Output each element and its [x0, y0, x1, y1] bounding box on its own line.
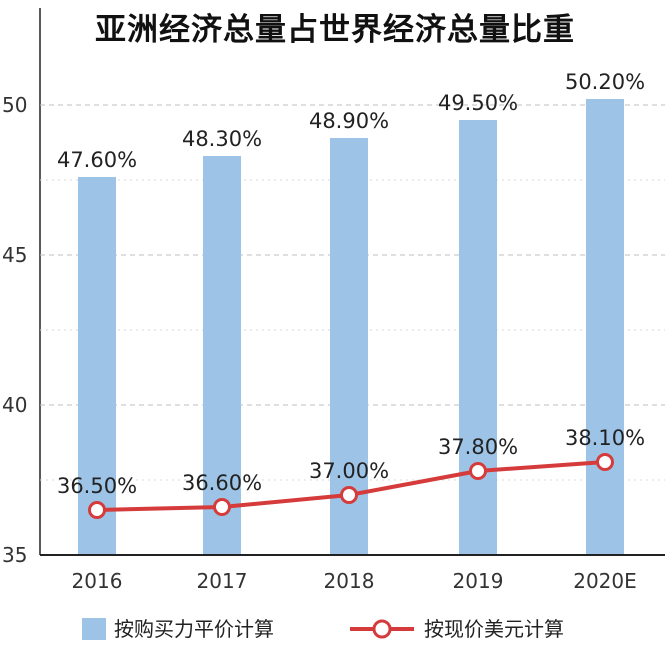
line-point: [596, 453, 614, 471]
bar: [459, 120, 497, 555]
x-tick-label: 2018: [324, 569, 375, 593]
x-tick-label: 2016: [72, 569, 123, 593]
legend-bar-swatch: [82, 618, 106, 640]
bar-value-label: 49.50%: [438, 91, 518, 115]
legend-bar-label: 按购买力平价计算: [114, 617, 274, 641]
bar: [203, 156, 241, 555]
line-value-label: 38.10%: [565, 426, 645, 450]
y-tick-label: 40: [2, 393, 27, 417]
chart-title: 亚洲经济总量占世界经济总量比重: [95, 12, 575, 48]
bar-value-label: 47.60%: [57, 148, 137, 172]
bar: [330, 138, 368, 555]
bar: [586, 99, 624, 555]
x-tick-label: 2017: [197, 569, 248, 593]
line-point: [213, 498, 231, 516]
line-point: [88, 501, 106, 519]
bar-value-label: 48.30%: [182, 127, 262, 151]
bar-value-label: 50.20%: [565, 70, 645, 94]
line-value-label: 37.80%: [438, 435, 518, 459]
x-tick-label: 2020E: [573, 569, 637, 593]
legend-line-label: 按现价美元计算: [424, 617, 564, 641]
bar-value-label: 48.90%: [309, 109, 389, 133]
x-tick-label: 2019: [453, 569, 504, 593]
line-value-label: 36.50%: [57, 474, 137, 498]
bar: [78, 177, 116, 555]
y-tick-label: 45: [2, 243, 27, 267]
line-point: [469, 462, 487, 480]
legend-line-marker: [372, 619, 392, 639]
y-tick-label: 50: [2, 93, 27, 117]
line-point: [340, 486, 358, 504]
line-value-label: 36.60%: [182, 471, 262, 495]
line-value-label: 37.00%: [309, 459, 389, 483]
y-tick-label: 35: [2, 543, 27, 567]
